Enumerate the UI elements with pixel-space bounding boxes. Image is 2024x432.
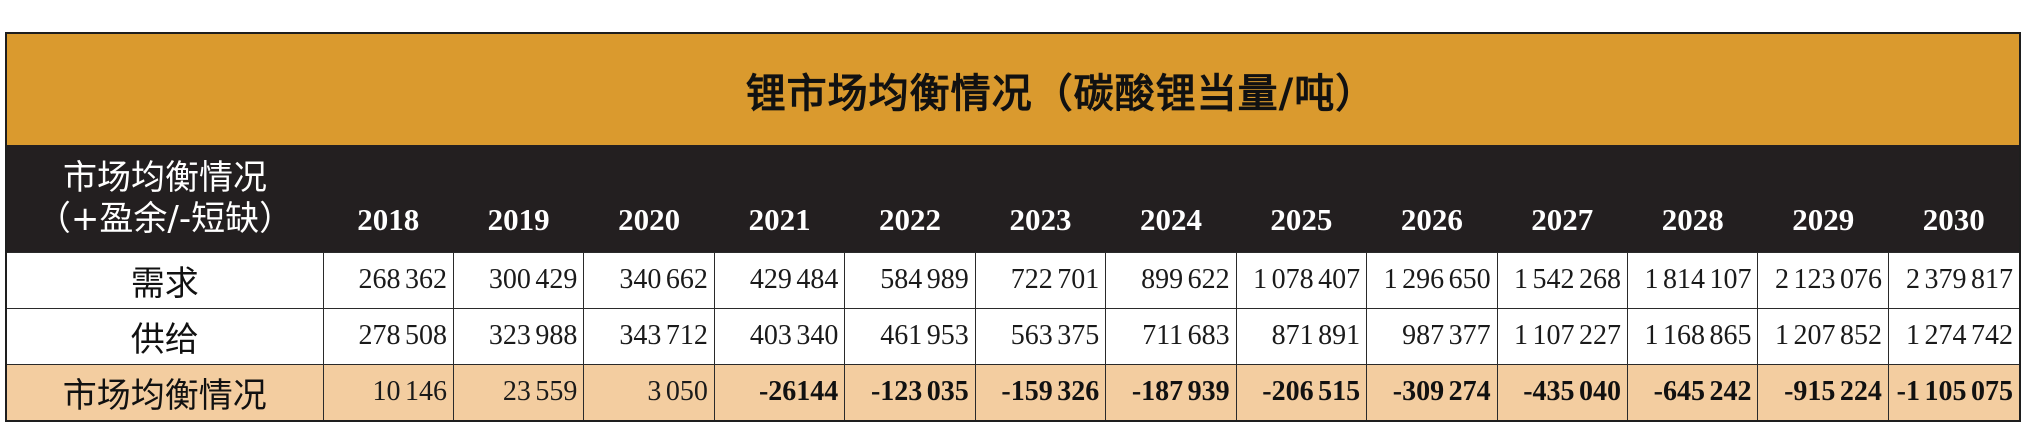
value-cell: -123 035 [844, 363, 976, 420]
value-cell: 1 168 865 [1627, 307, 1758, 364]
title-band: 锂市场均衡情况（碳酸锂当量/吨） [7, 34, 2019, 145]
value-cell: -159 326 [974, 363, 1106, 420]
value-cell: 3 050 [583, 363, 715, 420]
value-cell: 1 274 742 [1887, 307, 2019, 364]
value-cell: 343 712 [583, 307, 715, 364]
value-cell: 871 891 [1235, 307, 1367, 364]
value-cell: 1 078 407 [1235, 251, 1367, 308]
balance-table: 锂市场均衡情况（碳酸锂当量/吨） 市场均衡情况 （+盈余/-短缺） 2018 2… [5, 32, 2021, 422]
year-header: 2028 [1661, 201, 1724, 237]
value-cell: 323 988 [452, 307, 584, 364]
value-cell: -645 242 [1627, 363, 1758, 420]
year-header: 2025 [1270, 201, 1333, 237]
row-label: 需求 [7, 251, 323, 308]
year-header: 2018 [357, 201, 420, 237]
value-cell: 722 701 [974, 251, 1106, 308]
value-cell: 429 484 [713, 251, 845, 308]
header-label-cell: 市场均衡情况 （+盈余/-短缺） [7, 145, 323, 252]
value-cell: 461 953 [844, 307, 976, 364]
header-row: 市场均衡情况 （+盈余/-短缺） 2018 2019 2020 2021 202… [7, 145, 2019, 252]
value-cell: 584 989 [844, 251, 976, 308]
value-cell: -1 105 075 [1887, 363, 2019, 420]
year-header: 2022 [879, 201, 942, 237]
value-cell: 1 542 268 [1496, 251, 1628, 308]
value-cell: 711 683 [1105, 307, 1237, 364]
value-cell: 2 379 817 [1887, 251, 2019, 308]
value-cell: -309 274 [1366, 363, 1498, 420]
table-row-demand: 需求 268 362 300 429 340 662 429 484 584 9… [7, 251, 2019, 308]
value-cell: -435 040 [1496, 363, 1628, 420]
value-cell: 2 123 076 [1757, 251, 1889, 308]
header-label-line2: （+盈余/-短缺） [36, 198, 294, 239]
value-cell: -26144 [713, 363, 845, 420]
data-table: 市场均衡情况 （+盈余/-短缺） 2018 2019 2020 2021 202… [7, 145, 2019, 420]
table-row-supply: 供给 278 508 323 988 343 712 403 340 461 9… [7, 307, 2019, 364]
year-header: 2027 [1531, 201, 1594, 237]
value-cell: 1 207 852 [1757, 307, 1889, 364]
value-cell: 10 146 [322, 363, 454, 420]
value-cell: 268 362 [322, 251, 454, 308]
value-cell: 278 508 [322, 307, 454, 364]
year-header: 2030 [1922, 201, 1985, 237]
value-cell: -187 939 [1105, 363, 1237, 420]
value-cell: -915 224 [1757, 363, 1889, 420]
year-header: 2021 [748, 201, 811, 237]
row-label: 市场均衡情况 [7, 363, 323, 420]
header-label-line1: 市场均衡情况 [63, 157, 267, 198]
year-header: 2024 [1139, 201, 1202, 237]
table-title: 锂市场均衡情况（碳酸锂当量/吨） [745, 70, 1377, 117]
value-cell: -206 515 [1235, 363, 1367, 420]
table-header: 市场均衡情况 （+盈余/-短缺） 2018 2019 2020 2021 202… [7, 145, 2019, 252]
year-header: 2026 [1400, 201, 1463, 237]
value-cell: 300 429 [452, 251, 584, 308]
value-cell: 1 296 650 [1366, 251, 1498, 308]
value-cell: 987 377 [1366, 307, 1498, 364]
year-header: 2019 [487, 201, 550, 237]
value-cell: 403 340 [713, 307, 845, 364]
year-header: 2023 [1009, 201, 1072, 237]
value-cell: 899 622 [1105, 251, 1237, 308]
value-cell: 340 662 [583, 251, 715, 308]
value-cell: 23 559 [452, 363, 584, 420]
year-header: 2020 [618, 201, 681, 237]
table-row-balance: 市场均衡情况 10 146 23 559 3 050 -26144 -123 0… [7, 363, 2019, 420]
value-cell: 1 814 107 [1627, 251, 1758, 308]
year-header: 2029 [1792, 201, 1855, 237]
value-cell: 1 107 227 [1496, 307, 1628, 364]
row-label: 供给 [7, 307, 323, 364]
table-body: 需求 268 362 300 429 340 662 429 484 584 9… [7, 251, 2019, 420]
value-cell: 563 375 [974, 307, 1106, 364]
